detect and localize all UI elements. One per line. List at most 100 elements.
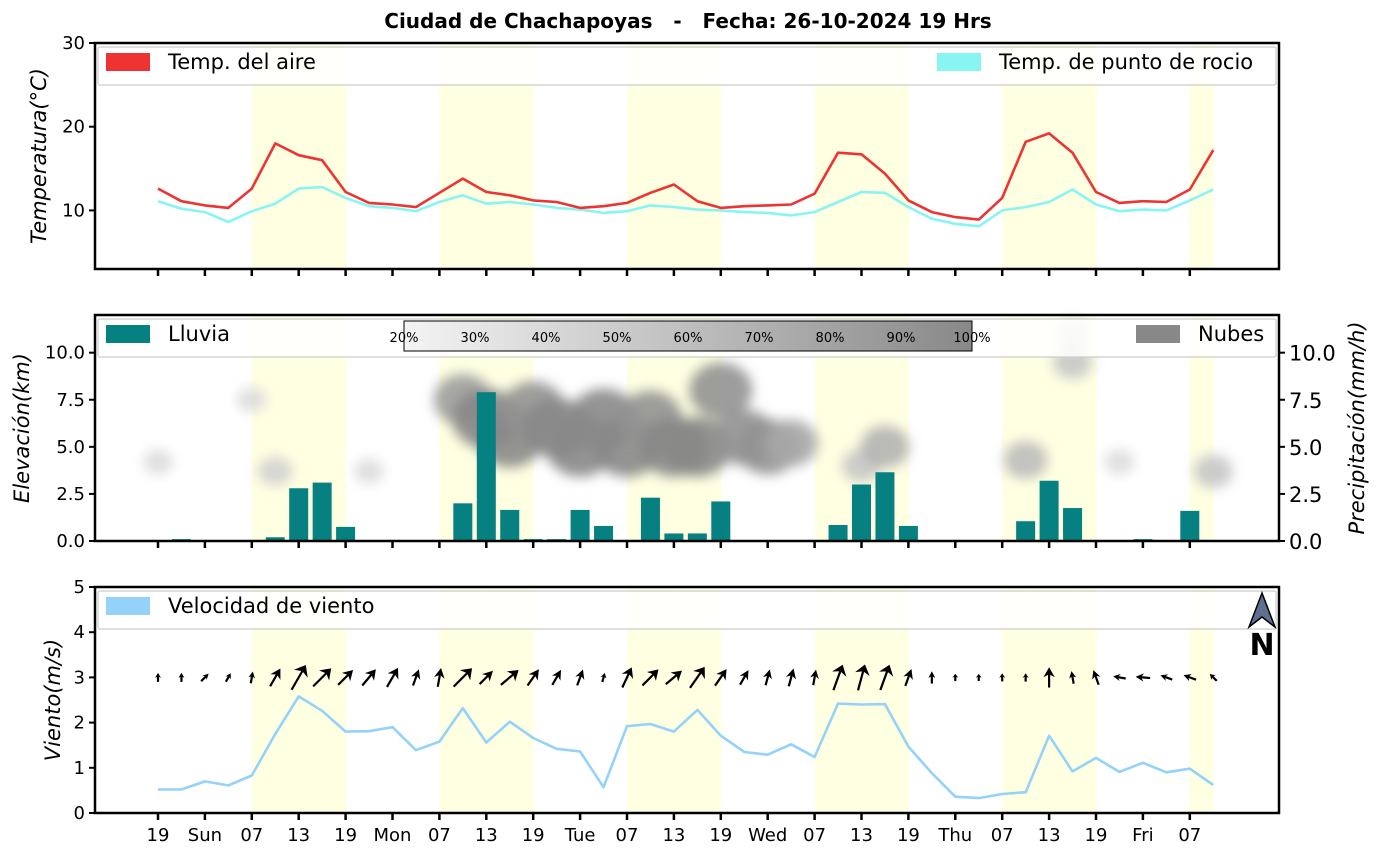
wind-arrow-head bbox=[621, 667, 634, 680]
y-tick-label: 3 bbox=[74, 667, 85, 688]
north-label: N bbox=[1249, 628, 1274, 663]
colorbar-label: 70% bbox=[745, 331, 774, 346]
rain-bar bbox=[664, 533, 684, 541]
daylight-band-2 bbox=[884, 587, 909, 813]
wind-arrow bbox=[600, 672, 607, 683]
daylight-band-0 bbox=[673, 43, 698, 269]
wind-arrow-shaft bbox=[200, 675, 207, 682]
wind-arrow-shaft bbox=[904, 674, 911, 687]
x-tick-label: 13 bbox=[1038, 825, 1061, 846]
wind-arrow bbox=[785, 668, 796, 687]
wind-arrow-head bbox=[855, 664, 870, 677]
daylight-band-0 bbox=[697, 43, 722, 269]
x-tick-label: 13 bbox=[850, 825, 873, 846]
daylight-band-2 bbox=[251, 587, 276, 813]
legend-clouds-label: Nubes bbox=[1198, 322, 1264, 346]
colorbar-label: 20% bbox=[390, 331, 419, 346]
colorbar-label: 60% bbox=[674, 331, 703, 346]
wind-arrow bbox=[810, 669, 819, 686]
rain-bar bbox=[640, 497, 660, 541]
cloud-cell bbox=[689, 362, 753, 419]
rain-bar bbox=[312, 482, 332, 541]
wind-arrow bbox=[551, 669, 562, 686]
legend-wind-label: Velocidad de viento bbox=[168, 594, 374, 618]
chart-title: Ciudad de Chachapoyas - Fecha: 26-10-202… bbox=[384, 9, 991, 33]
daylight-band-0 bbox=[1072, 43, 1097, 269]
cloud-cell bbox=[1003, 441, 1048, 480]
wind-arrow-head bbox=[319, 668, 332, 681]
wind-arrow-head bbox=[952, 673, 959, 678]
daylight-band-2 bbox=[697, 587, 722, 813]
x-tick-label: 19 bbox=[522, 825, 545, 846]
wind-arrow-head bbox=[832, 664, 847, 677]
wind-arrow-shaft bbox=[714, 673, 725, 687]
elevation-y-label: Elevación(km) bbox=[10, 353, 34, 503]
wind-arrow-head bbox=[270, 668, 281, 681]
temperature-legend bbox=[97, 46, 1277, 86]
wind-arrow bbox=[1069, 671, 1077, 684]
rain-bar bbox=[687, 533, 707, 541]
daylight-band-0 bbox=[884, 43, 909, 269]
panel-frame-1 bbox=[93, 313, 1281, 543]
wind-legend bbox=[97, 590, 1277, 630]
colorbar-label: 30% bbox=[461, 331, 490, 346]
x-tick-label: Mon bbox=[374, 825, 412, 846]
wind-arrow-shaft bbox=[641, 672, 656, 687]
wind-arrow-head bbox=[459, 668, 473, 681]
wind-arrow-head bbox=[1183, 674, 1192, 682]
wind-arrow bbox=[200, 673, 209, 682]
wind-arrow-head bbox=[1160, 674, 1169, 681]
rain-bar bbox=[828, 524, 848, 541]
wind-arrow-shaft bbox=[526, 673, 537, 687]
daylight-band-0 bbox=[1049, 43, 1074, 269]
wind-arrow bbox=[500, 669, 519, 686]
wind-arrow-head bbox=[551, 669, 562, 681]
daylight-band-2 bbox=[509, 587, 534, 813]
wind-arrow-shaft bbox=[1187, 675, 1197, 681]
daylight-band-1 bbox=[439, 315, 464, 541]
wind-arrow bbox=[1022, 673, 1029, 682]
daylight-band-2 bbox=[1002, 587, 1027, 813]
rain-bar bbox=[476, 392, 496, 541]
daylight-band-0 bbox=[275, 43, 300, 269]
wind-arrow-head bbox=[506, 669, 519, 682]
daylight-band-2 bbox=[1049, 587, 1074, 813]
y-tick-label: 10 bbox=[62, 200, 85, 221]
daylight-band-2 bbox=[1025, 587, 1050, 813]
wind-arrow-head bbox=[903, 668, 913, 680]
y-tick-label: 1 bbox=[74, 758, 85, 779]
x-tick-label: 07 bbox=[1178, 825, 1201, 846]
x-tick-label: 19 bbox=[334, 825, 357, 846]
panel-frame-2 bbox=[93, 585, 1281, 815]
wind-arrow-shaft bbox=[452, 671, 469, 688]
y-right-tick-label: 5.0 bbox=[1289, 436, 1322, 460]
rain-bar bbox=[898, 525, 918, 541]
x-tick-label: 19 bbox=[1085, 825, 1108, 846]
wind-arrow bbox=[739, 670, 749, 686]
x-tick-label: 19 bbox=[147, 825, 170, 846]
wind-arrow-shaft bbox=[386, 672, 396, 688]
wind-arrow-shaft bbox=[1163, 675, 1173, 681]
x-tick-label: 13 bbox=[287, 825, 310, 846]
wind-arrow-shaft bbox=[224, 675, 231, 683]
wind-arrow bbox=[178, 672, 185, 682]
wind-arrow-shaft bbox=[337, 673, 350, 686]
wind-arrow bbox=[689, 666, 705, 689]
y-tick-label: 30 bbox=[62, 33, 85, 54]
x-tick-label: 07 bbox=[240, 825, 263, 846]
y-tick-label: 4 bbox=[74, 622, 85, 643]
wind-arrow bbox=[903, 668, 913, 687]
wind-arrow-head bbox=[482, 670, 493, 682]
daylight-band-2 bbox=[861, 587, 886, 813]
wind-arrow-head bbox=[575, 669, 585, 680]
daylight-band-0 bbox=[462, 43, 487, 269]
cloud-cell bbox=[1193, 454, 1233, 489]
wind-arrow-head bbox=[999, 673, 1006, 678]
air-temp-line bbox=[157, 132, 1215, 221]
daylight-band-0 bbox=[509, 43, 534, 269]
legend-dew-point-label: Temp. de punto de rocio bbox=[998, 50, 1253, 74]
north-arrow-icon bbox=[1247, 590, 1277, 630]
wind-arrow bbox=[999, 673, 1006, 682]
wind-arrow bbox=[1043, 667, 1055, 688]
daylight-band-2 bbox=[1189, 587, 1214, 813]
